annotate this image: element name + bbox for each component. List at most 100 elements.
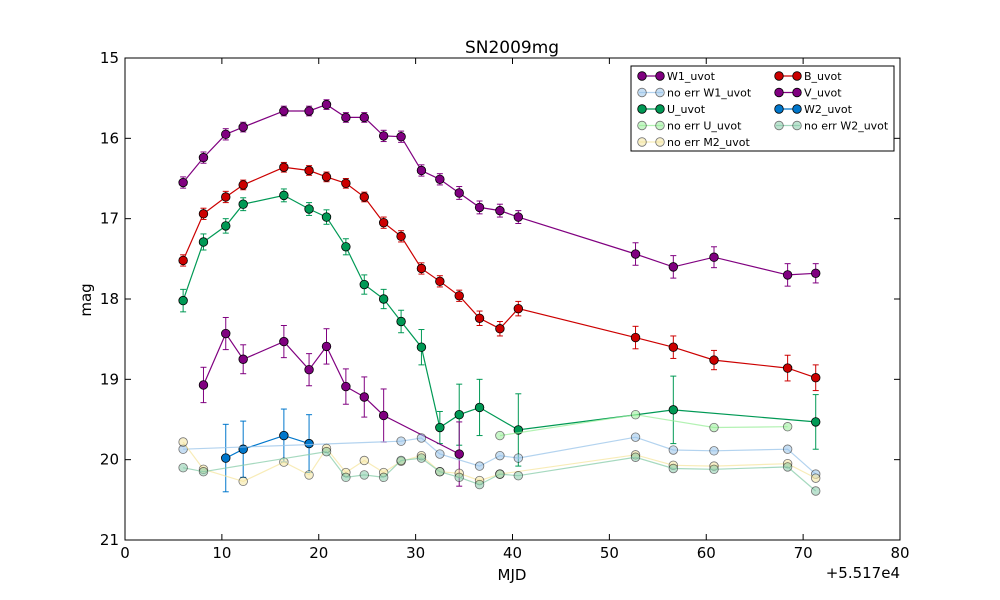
legend-marker [774, 120, 784, 131]
legend-marker [792, 71, 802, 81]
legend-marker [637, 104, 647, 114]
data-point [178, 437, 188, 447]
data-point [221, 129, 231, 140]
data-point [238, 180, 248, 190]
legend-marker [655, 137, 665, 147]
legend-label: W1_uvot [667, 70, 716, 83]
data-point [630, 432, 641, 442]
data-point [782, 422, 793, 432]
data-point [435, 422, 445, 433]
data-point [238, 476, 248, 487]
legend-marker [655, 104, 665, 114]
data-point [359, 470, 369, 480]
series-line-no-err-u-uvot [499, 414, 788, 437]
data-point [416, 453, 427, 463]
legend-marker [637, 120, 647, 131]
data-point [495, 469, 505, 479]
data-point [396, 132, 406, 142]
data-point [811, 268, 821, 278]
data-point [782, 270, 793, 280]
legend-entry-v-uvot: V_uvot [774, 87, 842, 100]
data-point [513, 303, 524, 314]
x-tick-label: 60 [697, 544, 716, 562]
legend-marker [792, 120, 802, 131]
data-point [709, 464, 719, 475]
data-point [435, 467, 445, 477]
data-point [238, 199, 248, 209]
data-point [782, 363, 793, 373]
data-point [709, 252, 719, 262]
legend-label: W2_uvot [804, 103, 853, 116]
legend-entry-w1-uvot: W1_uvot [637, 70, 716, 83]
x-offset-label: +5.517e4 [826, 564, 900, 582]
data-point [474, 479, 485, 490]
series-w1-uvot [198, 316, 464, 487]
legend-label: B_uvot [804, 70, 842, 83]
data-point [495, 430, 505, 441]
x-tick-label: 80 [890, 544, 909, 562]
data-point [178, 255, 188, 266]
data-point [630, 409, 641, 420]
data-point [198, 467, 209, 477]
data-point [474, 402, 485, 413]
data-point [359, 112, 369, 123]
data-point [513, 471, 524, 481]
data-point [435, 174, 445, 185]
data-point [630, 332, 641, 343]
data-point [782, 462, 793, 472]
data-point [221, 328, 231, 339]
data-point [341, 381, 351, 392]
data-point [238, 122, 248, 132]
data-point [304, 364, 314, 375]
data-point [435, 276, 445, 287]
data-point [495, 205, 505, 216]
data-point [416, 342, 427, 352]
legend-marker [792, 104, 802, 114]
series-v-uvot [178, 99, 821, 287]
series-no-err-w2-uvot [178, 446, 821, 496]
series-line-w2-uvot [225, 434, 310, 459]
data-point [221, 192, 231, 202]
data-point [279, 162, 289, 172]
data-point [811, 417, 821, 427]
data-point [378, 410, 389, 421]
data-point [454, 472, 464, 483]
series-line-no-err-w2-uvot [182, 450, 817, 492]
data-point [178, 177, 188, 188]
legend-label: no err W2_uvot [804, 120, 889, 133]
chart-title: SN2009mg [465, 38, 559, 58]
data-point [454, 188, 464, 198]
data-point [495, 450, 505, 461]
y-tick-label: 21 [100, 531, 119, 549]
y-tick-label: 15 [100, 49, 119, 67]
y-tick-label: 20 [100, 451, 119, 469]
y-tick-label: 18 [100, 290, 119, 308]
legend-entry-no-err-m2-uvot: no err M2_uvot [637, 136, 751, 149]
data-point [396, 436, 406, 446]
data-point [279, 336, 289, 347]
data-point [378, 472, 389, 483]
data-point [668, 445, 679, 455]
data-point [454, 409, 464, 420]
series-line-b-uvot [182, 166, 816, 379]
series-line-no-err-m2-uvot [182, 441, 816, 483]
data-point [416, 263, 427, 274]
data-point [238, 444, 248, 454]
data-point [341, 472, 351, 483]
data-point [359, 279, 369, 290]
series-line-v-uvot [182, 103, 816, 276]
legend-label: no err W1_uvot [667, 87, 752, 100]
legend-marker [655, 71, 665, 81]
data-point [782, 444, 793, 454]
data-point [341, 178, 351, 189]
legend-entry-no-err-w1-uvot: no err W1_uvot [637, 87, 752, 100]
data-point [378, 131, 389, 141]
data-point [221, 453, 231, 463]
data-point [321, 341, 332, 352]
legend-entry-u-uvot: U_uvot [637, 103, 706, 116]
legend-box [630, 65, 895, 152]
data-point [709, 446, 719, 456]
y-tick-label: 19 [100, 370, 119, 388]
